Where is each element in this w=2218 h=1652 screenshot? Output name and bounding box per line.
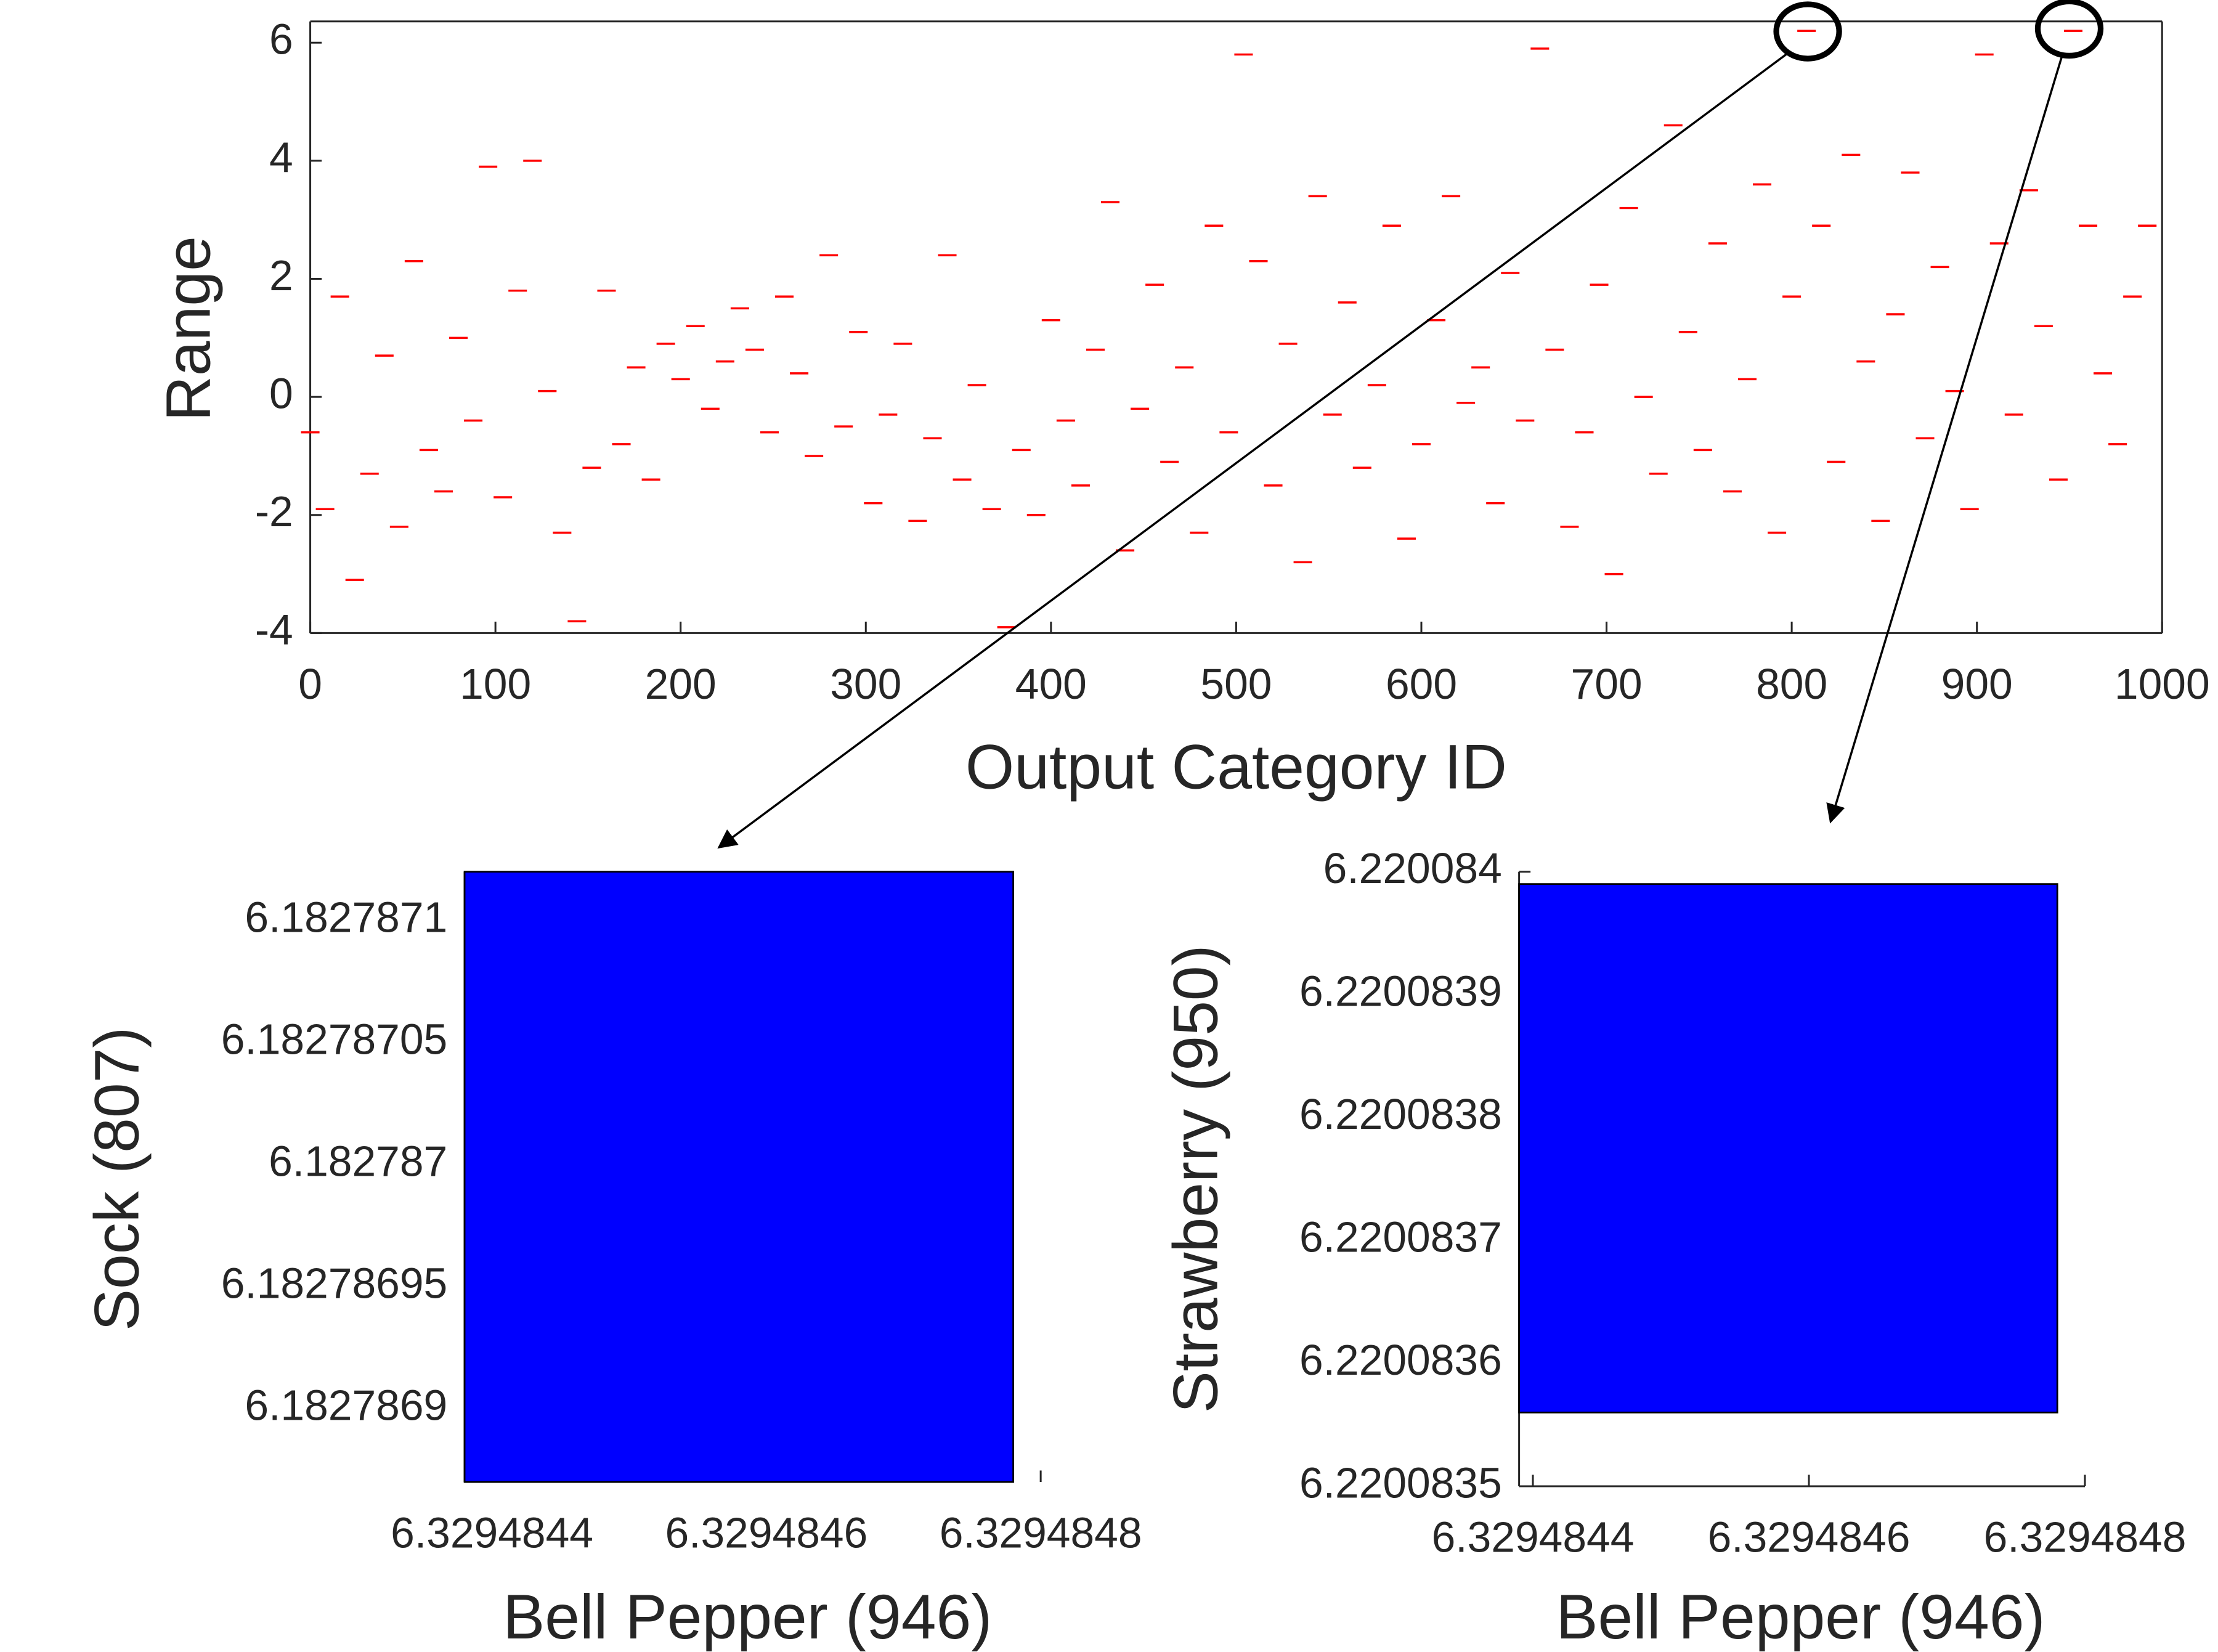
highlight-circle bbox=[1773, 1, 1842, 62]
x-axis-label: Bell Pepper (946) bbox=[503, 1582, 992, 1652]
x-tick-label: 0 bbox=[298, 660, 322, 708]
x-tick-label: 6.3294846 bbox=[1708, 1513, 1911, 1561]
y-tick-label: 6.182787 bbox=[269, 1137, 447, 1185]
y-tick-label: -4 bbox=[255, 606, 293, 654]
x-tick-label: 600 bbox=[1386, 660, 1457, 708]
x-tick-label: 700 bbox=[1571, 660, 1643, 708]
interval-box bbox=[463, 871, 1015, 1483]
y-tick-label: 6.1827871 bbox=[245, 893, 447, 941]
arrow bbox=[717, 53, 1787, 849]
y-tick-label: 6.1827869 bbox=[245, 1381, 447, 1430]
x-tick-label: 100 bbox=[460, 660, 531, 708]
x-axis-label: Bell Pepper (946) bbox=[1556, 1582, 2045, 1652]
x-tick-label: 1000 bbox=[2114, 660, 2210, 708]
x-tick-label: 500 bbox=[1200, 660, 1272, 708]
y-axis-label: Sock (807) bbox=[81, 1027, 152, 1331]
interval-box bbox=[1518, 883, 2058, 1414]
x-tick-label: 6.3294844 bbox=[1432, 1513, 1635, 1561]
y-tick-label: 6.2200836 bbox=[1299, 1336, 1502, 1384]
x-tick-label: 6.3294844 bbox=[391, 1509, 593, 1557]
x-tick-label: 900 bbox=[1941, 660, 2013, 708]
highlight-circle bbox=[2034, 0, 2104, 59]
x-axis-label: Output Category ID bbox=[965, 731, 1507, 802]
y-tick-label: 6.2200835 bbox=[1299, 1459, 1502, 1507]
y-tick-label: 6.2200837 bbox=[1299, 1213, 1502, 1261]
x-tick-label: 200 bbox=[645, 660, 717, 708]
y-tick-label: 2 bbox=[269, 251, 293, 299]
y-tick-label: 6 bbox=[269, 15, 293, 63]
y-axis-label: Strawberry (950) bbox=[1160, 945, 1230, 1413]
x-tick-label: 800 bbox=[1756, 660, 1827, 708]
y-tick-label: 6.2200838 bbox=[1299, 1090, 1502, 1138]
y-tick-label: -2 bbox=[255, 487, 293, 535]
x-tick-label: 300 bbox=[830, 660, 901, 708]
x-tick-label: 6.3294846 bbox=[665, 1509, 867, 1557]
y-tick-label: 6.220084 bbox=[1323, 844, 1502, 892]
x-tick-label: 6.3294848 bbox=[940, 1509, 1142, 1557]
y-axis-label: Range bbox=[153, 236, 223, 421]
y-tick-label: 0 bbox=[269, 370, 293, 418]
y-tick-label: 4 bbox=[269, 133, 293, 181]
y-tick-label: 6.18278695 bbox=[221, 1259, 448, 1307]
arrow bbox=[1826, 55, 2063, 824]
y-tick-label: 6.2200839 bbox=[1299, 967, 1502, 1015]
x-tick-label: 6.3294848 bbox=[1984, 1513, 2187, 1561]
x-tick-label: 400 bbox=[1015, 660, 1087, 708]
y-tick-label: 6.18278705 bbox=[221, 1015, 448, 1063]
